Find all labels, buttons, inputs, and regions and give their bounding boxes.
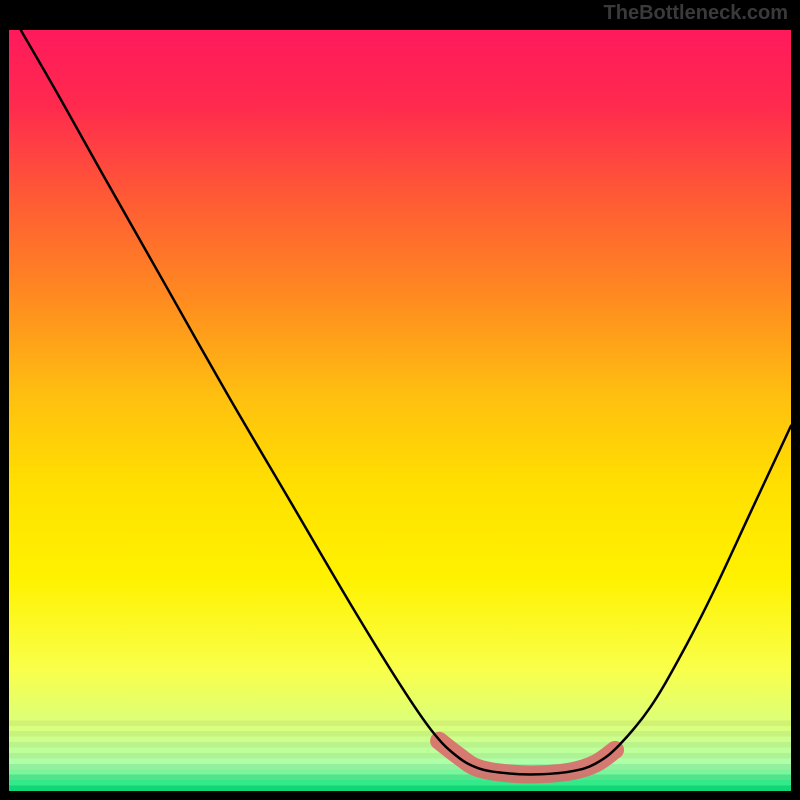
bottleneck-curve xyxy=(21,30,791,774)
bottleneck-chart xyxy=(0,0,800,800)
attribution-label: TheBottleneck.com xyxy=(604,2,788,25)
chart-container: TheBottleneck.com xyxy=(0,0,800,800)
highlight-band xyxy=(439,741,615,775)
